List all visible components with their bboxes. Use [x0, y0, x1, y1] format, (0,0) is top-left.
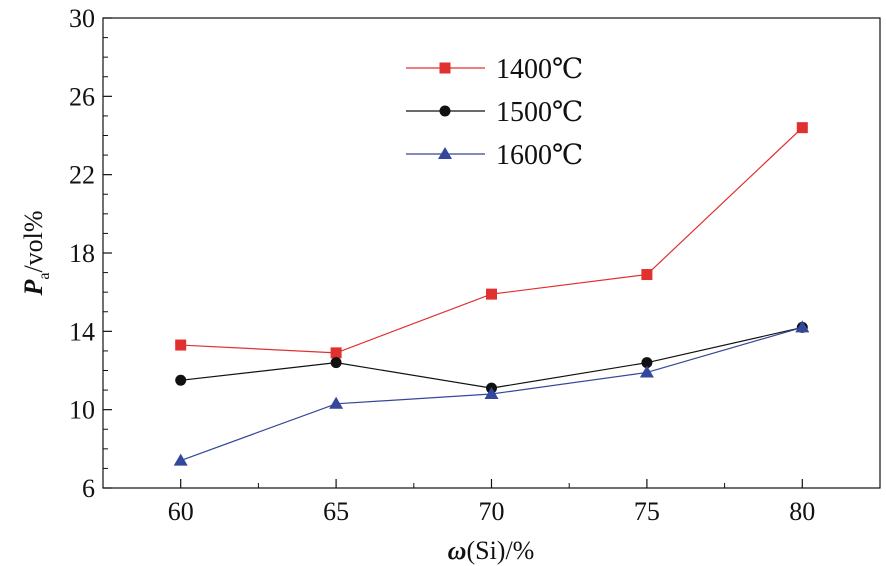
- legend: 1400℃ 1500℃ 1600℃: [406, 54, 583, 171]
- y-tick-label: 22: [69, 161, 95, 190]
- data-point: [173, 453, 188, 466]
- data-point: [329, 396, 344, 409]
- y-tick-label: 14: [69, 317, 95, 346]
- y-axis-label-subscript: a: [36, 273, 53, 280]
- x-tick-label: 70: [479, 497, 505, 526]
- x-tick-label: 75: [634, 497, 660, 526]
- y-tick-label: 18: [69, 239, 95, 268]
- plot-frame: [102, 17, 881, 489]
- data-point: [641, 269, 653, 281]
- data-point: [795, 320, 810, 333]
- y-axis-label: Pa/vol%: [19, 210, 53, 296]
- series-circle: [175, 321, 808, 394]
- legend-label: 1500℃: [496, 97, 583, 128]
- x-axis-label-symbol: ω: [448, 536, 467, 565]
- legend-label: 1400℃: [496, 54, 583, 85]
- series-line: [180, 326, 803, 389]
- y-axis-label-symbol: P: [19, 279, 48, 297]
- series-line: [180, 127, 803, 354]
- x-tick-label: 60: [168, 497, 194, 526]
- legend-label: 1600℃: [496, 140, 583, 171]
- data-point: [796, 122, 808, 134]
- data-point: [175, 374, 187, 386]
- y-axis-ticks: 6 10 14 18 22 26 30: [69, 4, 112, 503]
- y-tick-label: 10: [69, 396, 95, 425]
- legend-marker: [438, 147, 452, 159]
- data-point: [175, 339, 187, 351]
- x-axis-label-rest: (Si)/%: [466, 536, 534, 565]
- legend-item: 1600℃: [406, 140, 583, 171]
- data-point: [486, 288, 497, 300]
- x-axis-label: ω(Si)/%: [448, 536, 535, 565]
- y-axis-label-rest: /vol%: [19, 210, 48, 272]
- data-point: [330, 347, 342, 359]
- data-point: [484, 387, 499, 399]
- x-axis-ticks: 60 65 70 75 80: [102, 479, 881, 526]
- legend-item: 1500℃: [406, 97, 583, 128]
- y-tick-label: 6: [82, 474, 95, 503]
- series-layer: [173, 122, 810, 466]
- y-tick-label: 26: [69, 82, 95, 111]
- legend-item: 1400℃: [406, 54, 583, 85]
- x-tick-label: 65: [323, 497, 349, 526]
- x-tick-label: 80: [789, 497, 815, 526]
- data-point: [639, 365, 654, 378]
- data-point: [641, 357, 653, 369]
- legend-marker: [439, 105, 451, 117]
- data-point: [330, 357, 342, 369]
- legend-marker: [439, 62, 451, 74]
- series-square: [175, 122, 808, 359]
- series-triangle: [173, 320, 810, 466]
- y-tick-label: 30: [69, 4, 95, 33]
